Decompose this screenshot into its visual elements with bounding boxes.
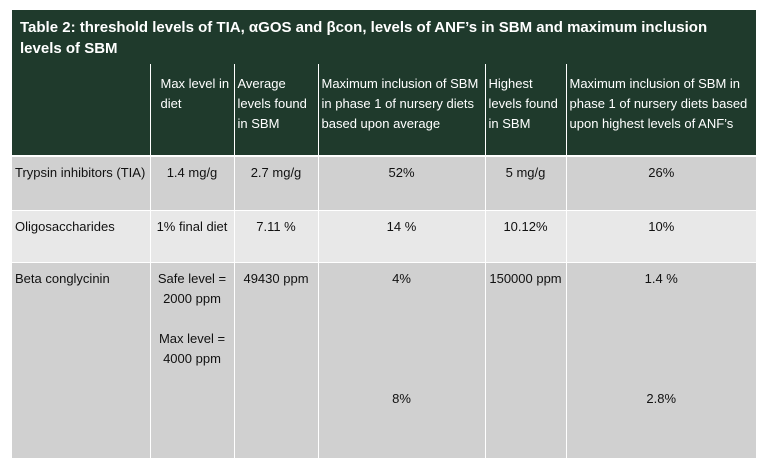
row-name: Oligosaccharides	[12, 209, 151, 262]
cell-max-level: 1% final diet	[150, 209, 235, 262]
cell-highest-level: 5 mg/g	[485, 155, 567, 210]
table-row: Oligosaccharides 1% final diet 7.11 % 14…	[12, 209, 756, 262]
table-row: Trypsin inhibitors (TIA) 1.4 mg/g 2.7 mg…	[12, 155, 756, 210]
header-max-level: Max level in diet	[150, 64, 235, 156]
header-blank	[12, 64, 151, 156]
cell-max-inclusion-highest: 10%	[566, 209, 756, 262]
max-level-text: Max level = 4000 ppm	[158, 330, 226, 366]
cell-highest-level: 10.12%	[485, 209, 567, 262]
cell-highest-level: 150000 ppm	[485, 261, 567, 458]
inclusion-max-text: 2.8%	[646, 390, 677, 406]
table-row: Beta conglycinin Safe level = 2000 ppm M…	[12, 261, 756, 458]
cell-max-inclusion-average: 52%	[318, 155, 486, 210]
cell-average-level: 49430 ppm	[234, 261, 319, 458]
header-row: Max level in diet Average levels found i…	[12, 64, 756, 156]
table-title: Table 2: threshold levels of TIA, αGOS a…	[12, 10, 756, 64]
cell-max-inclusion-average: 14 %	[318, 209, 486, 262]
cell-max-inclusion-average: 4% 8%	[318, 261, 486, 458]
inclusion-safe-text: 1.4 %	[644, 270, 678, 286]
cell-average-level: 7.11 %	[234, 209, 319, 262]
row-name: Beta conglycinin	[12, 261, 151, 458]
cell-average-level: 2.7 mg/g	[234, 155, 319, 210]
row-name: Trypsin inhibitors (TIA)	[12, 155, 151, 210]
inclusion-max-text: 8%	[392, 390, 411, 406]
inclusion-safe-text: 4%	[392, 270, 411, 286]
header-max-inclusion-highest: Maximum inclusion of SBM in phase 1 of n…	[566, 64, 756, 156]
safe-level-text: Safe level = 2000 ppm	[157, 270, 227, 306]
cell-max-level: 1.4 mg/g	[150, 155, 235, 210]
header-highest-levels: Highest levels found in SBM	[485, 64, 567, 156]
header-average-levels: Average levels found in SBM	[234, 64, 319, 156]
cell-max-inclusion-highest: 1.4 % 2.8%	[566, 261, 756, 458]
data-table: Max level in diet Average levels found i…	[12, 64, 756, 458]
cell-max-inclusion-highest: 26%	[566, 155, 756, 210]
header-max-inclusion-average: Maximum inclusion of SBM in phase 1 of n…	[318, 64, 486, 156]
cell-max-level: Safe level = 2000 ppm Max level = 4000 p…	[150, 261, 235, 458]
